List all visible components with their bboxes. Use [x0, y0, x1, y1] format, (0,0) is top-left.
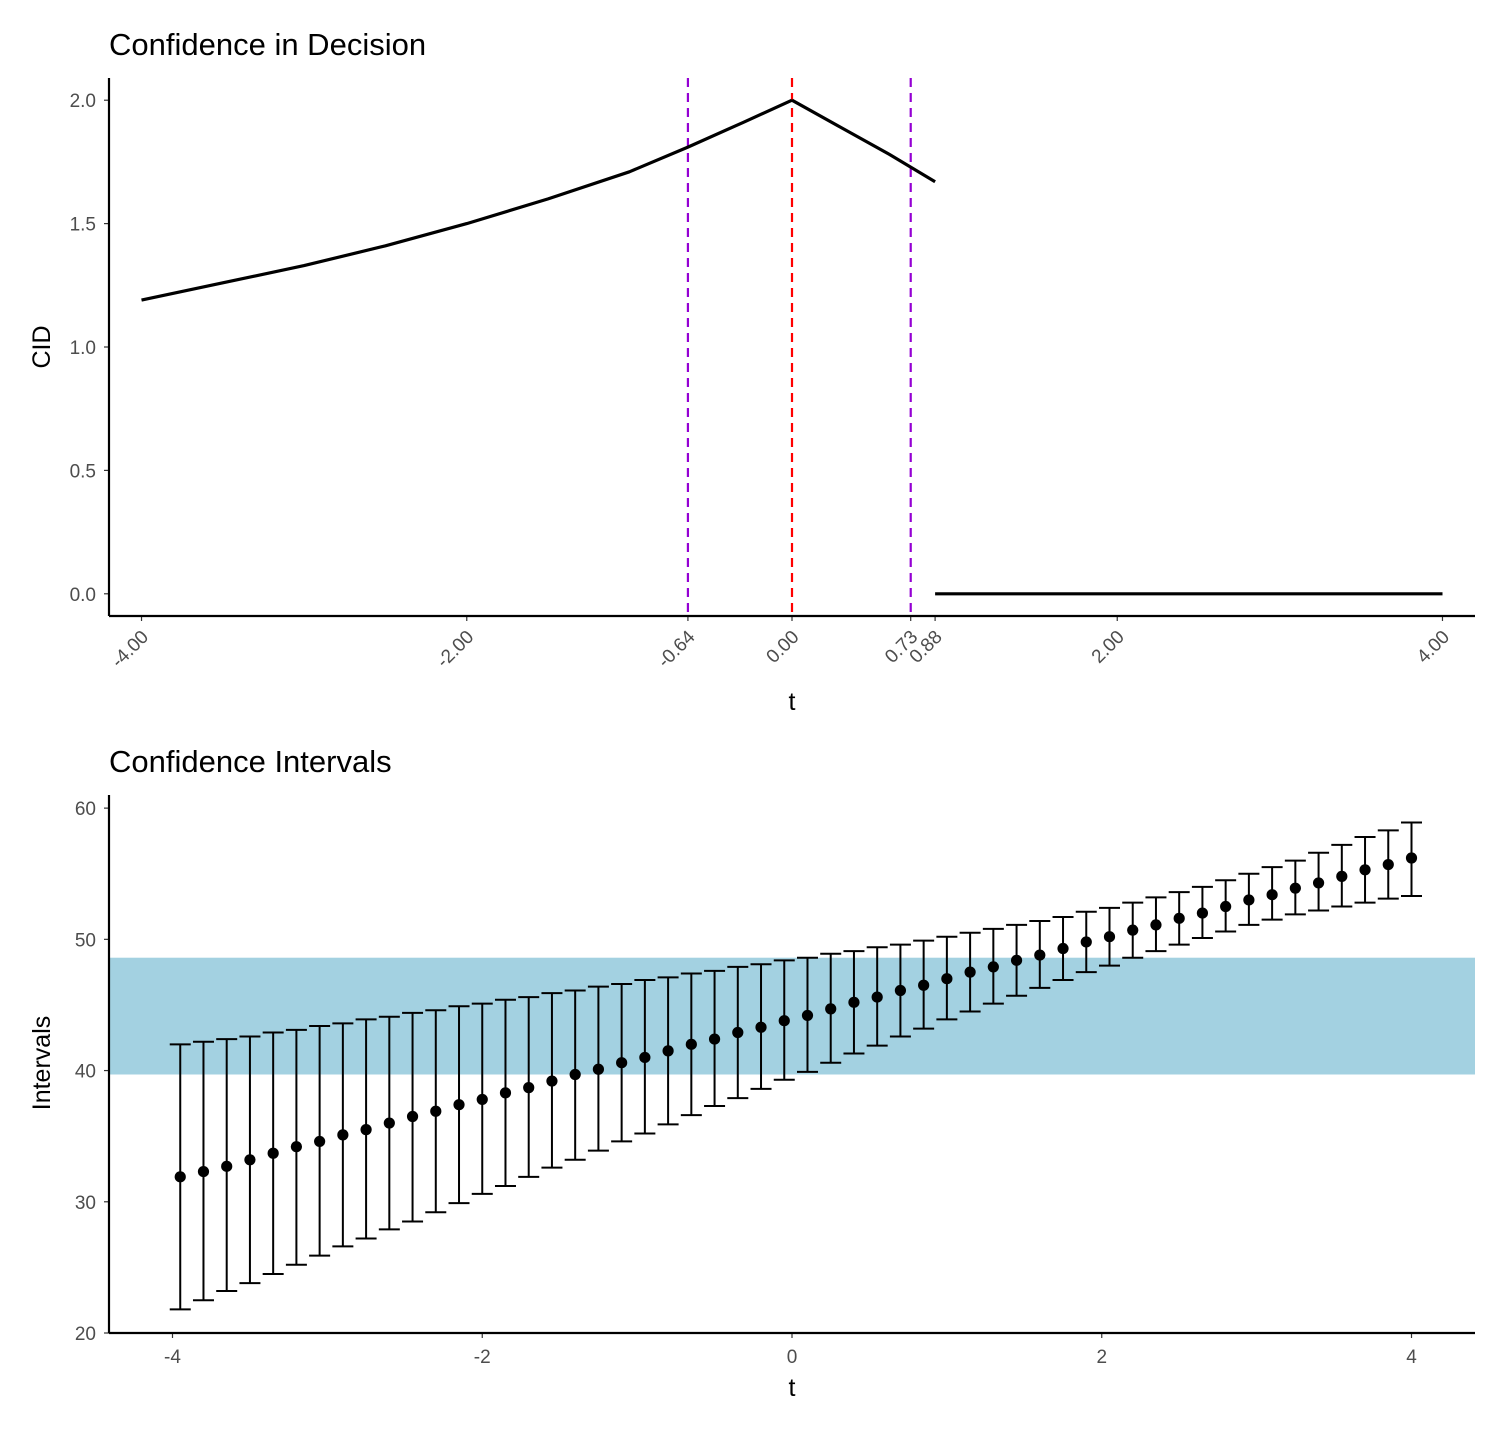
- ci-point: [569, 1068, 581, 1081]
- ci-point: [1034, 949, 1046, 961]
- ci-y-tick-label: 30: [75, 1193, 96, 1214]
- ci-point: [778, 1015, 790, 1027]
- ci-point: [267, 1147, 279, 1159]
- ci-chart-title: Confidence Intervals: [109, 744, 392, 779]
- ci-point: [592, 1063, 605, 1075]
- ci-point: [871, 991, 883, 1003]
- ci-point: [1057, 942, 1069, 955]
- ci-point: [941, 973, 953, 985]
- ci-x-tick-label: -4: [164, 1347, 181, 1368]
- ci-point: [1336, 870, 1348, 882]
- ci-point: [1405, 852, 1418, 864]
- ci-point: [964, 966, 976, 978]
- cid-reference-lines: [686, 78, 912, 616]
- ci-point: [732, 1026, 744, 1039]
- ci-point: [801, 1009, 814, 1022]
- ci-band-layer: [109, 957, 1475, 1075]
- ci-point: [1080, 936, 1092, 948]
- ci-x-axis-label: t: [789, 1374, 796, 1402]
- ci-point: [453, 1099, 465, 1111]
- ci-point: [290, 1141, 302, 1153]
- ci-point: [476, 1093, 488, 1106]
- cid-tick-labels: 0.00.51.01.52.0-4.00 -2.00 -0.64 0.00 0.730.…: [70, 91, 1454, 672]
- ci-x-tick-label: 0: [787, 1347, 798, 1368]
- ci-point: [825, 1003, 837, 1015]
- ci-point: [1266, 889, 1278, 901]
- cid-x-tick-label: 2.00: [1088, 627, 1129, 668]
- ci-point: [1220, 900, 1232, 913]
- ci-point: [1010, 954, 1023, 966]
- ci-point: [685, 1038, 697, 1050]
- ci-point: [1196, 907, 1209, 919]
- cid-y-tick-label: 1.5: [70, 215, 96, 236]
- ci-point: [1127, 924, 1139, 936]
- ci-point: [1173, 912, 1185, 924]
- cid-y-tick-label: 2.0: [70, 91, 96, 112]
- ci-point: [848, 996, 860, 1008]
- ci-point: [1312, 877, 1325, 889]
- ci-point: [430, 1105, 442, 1117]
- ci-y-tick-label: 20: [75, 1324, 96, 1345]
- ci-point: [221, 1160, 233, 1172]
- ci-point: [337, 1129, 349, 1141]
- ci-band: [109, 957, 1475, 1075]
- ci-point: [1359, 864, 1371, 876]
- ci-point: [383, 1117, 395, 1129]
- cid-y-tick-label: 1.0: [70, 338, 96, 359]
- ci-points: [174, 852, 1418, 1183]
- ci-panel: Confidence Intervals t Intervals 2030405…: [28, 744, 1475, 1402]
- ci-point: [755, 1021, 767, 1033]
- cid-x-tick-label: -2.00: [433, 627, 478, 672]
- ci-x-tick-label: 4: [1406, 1347, 1417, 1368]
- ci-point: [894, 984, 907, 997]
- cid-y-tick-label: 0.5: [70, 461, 96, 482]
- ci-point: [1243, 894, 1255, 906]
- cid-line-segment-0: [141, 98, 793, 302]
- ci-point: [616, 1057, 628, 1069]
- ci-point: [662, 1045, 674, 1057]
- ci-y-tick-label: 40: [75, 1062, 96, 1083]
- ci-point: [1289, 882, 1301, 894]
- ci-tick-labels: 20 30 40 50 60 -4 -2 0 2 4: [75, 799, 1417, 1368]
- ci-point: [499, 1087, 512, 1099]
- ci-x-tick-label: 2: [1096, 1347, 1107, 1368]
- cid-x-tick-label: -4.00: [108, 627, 153, 672]
- cid-x-tick-label: -0.64: [654, 626, 700, 672]
- ci-point: [987, 961, 999, 973]
- cid-chart-title: Confidence in Decision: [109, 27, 426, 62]
- ci-y-tick-label: 60: [75, 799, 96, 820]
- ci-point: [360, 1124, 372, 1136]
- ci-point: [708, 1033, 721, 1045]
- ci-point: [406, 1110, 419, 1123]
- ci-y-axis-label: Intervals: [28, 1016, 56, 1110]
- cid-series: [141, 98, 1443, 596]
- ci-point: [314, 1135, 326, 1148]
- ci-point: [546, 1075, 558, 1087]
- cid-line-segment-1: [791, 98, 936, 184]
- ci-point: [918, 979, 930, 991]
- cid-x-tick-label: 0.00: [763, 627, 804, 668]
- ci-point: [639, 1051, 651, 1064]
- cid-panel: Confidence in Decision t CID 0.0 0.5 1.0 1.…: [28, 27, 1475, 716]
- ci-point: [1150, 919, 1162, 931]
- ci-point: [1103, 931, 1116, 943]
- ci-point: [244, 1154, 256, 1166]
- ci-point: [1382, 858, 1394, 871]
- ci-y-tick-label: 50: [75, 930, 96, 951]
- cid-y-axis-label: CID: [28, 325, 56, 368]
- cid-x-axis-label: t: [789, 688, 796, 716]
- ci-point: [174, 1171, 186, 1183]
- cid-x-tick-label: 4.00: [1413, 627, 1454, 668]
- cid-y-tick-label: 0.0: [70, 585, 96, 606]
- ci-point: [523, 1082, 535, 1094]
- ci-point: [197, 1166, 210, 1178]
- ci-x-tick-label: -2: [474, 1347, 491, 1368]
